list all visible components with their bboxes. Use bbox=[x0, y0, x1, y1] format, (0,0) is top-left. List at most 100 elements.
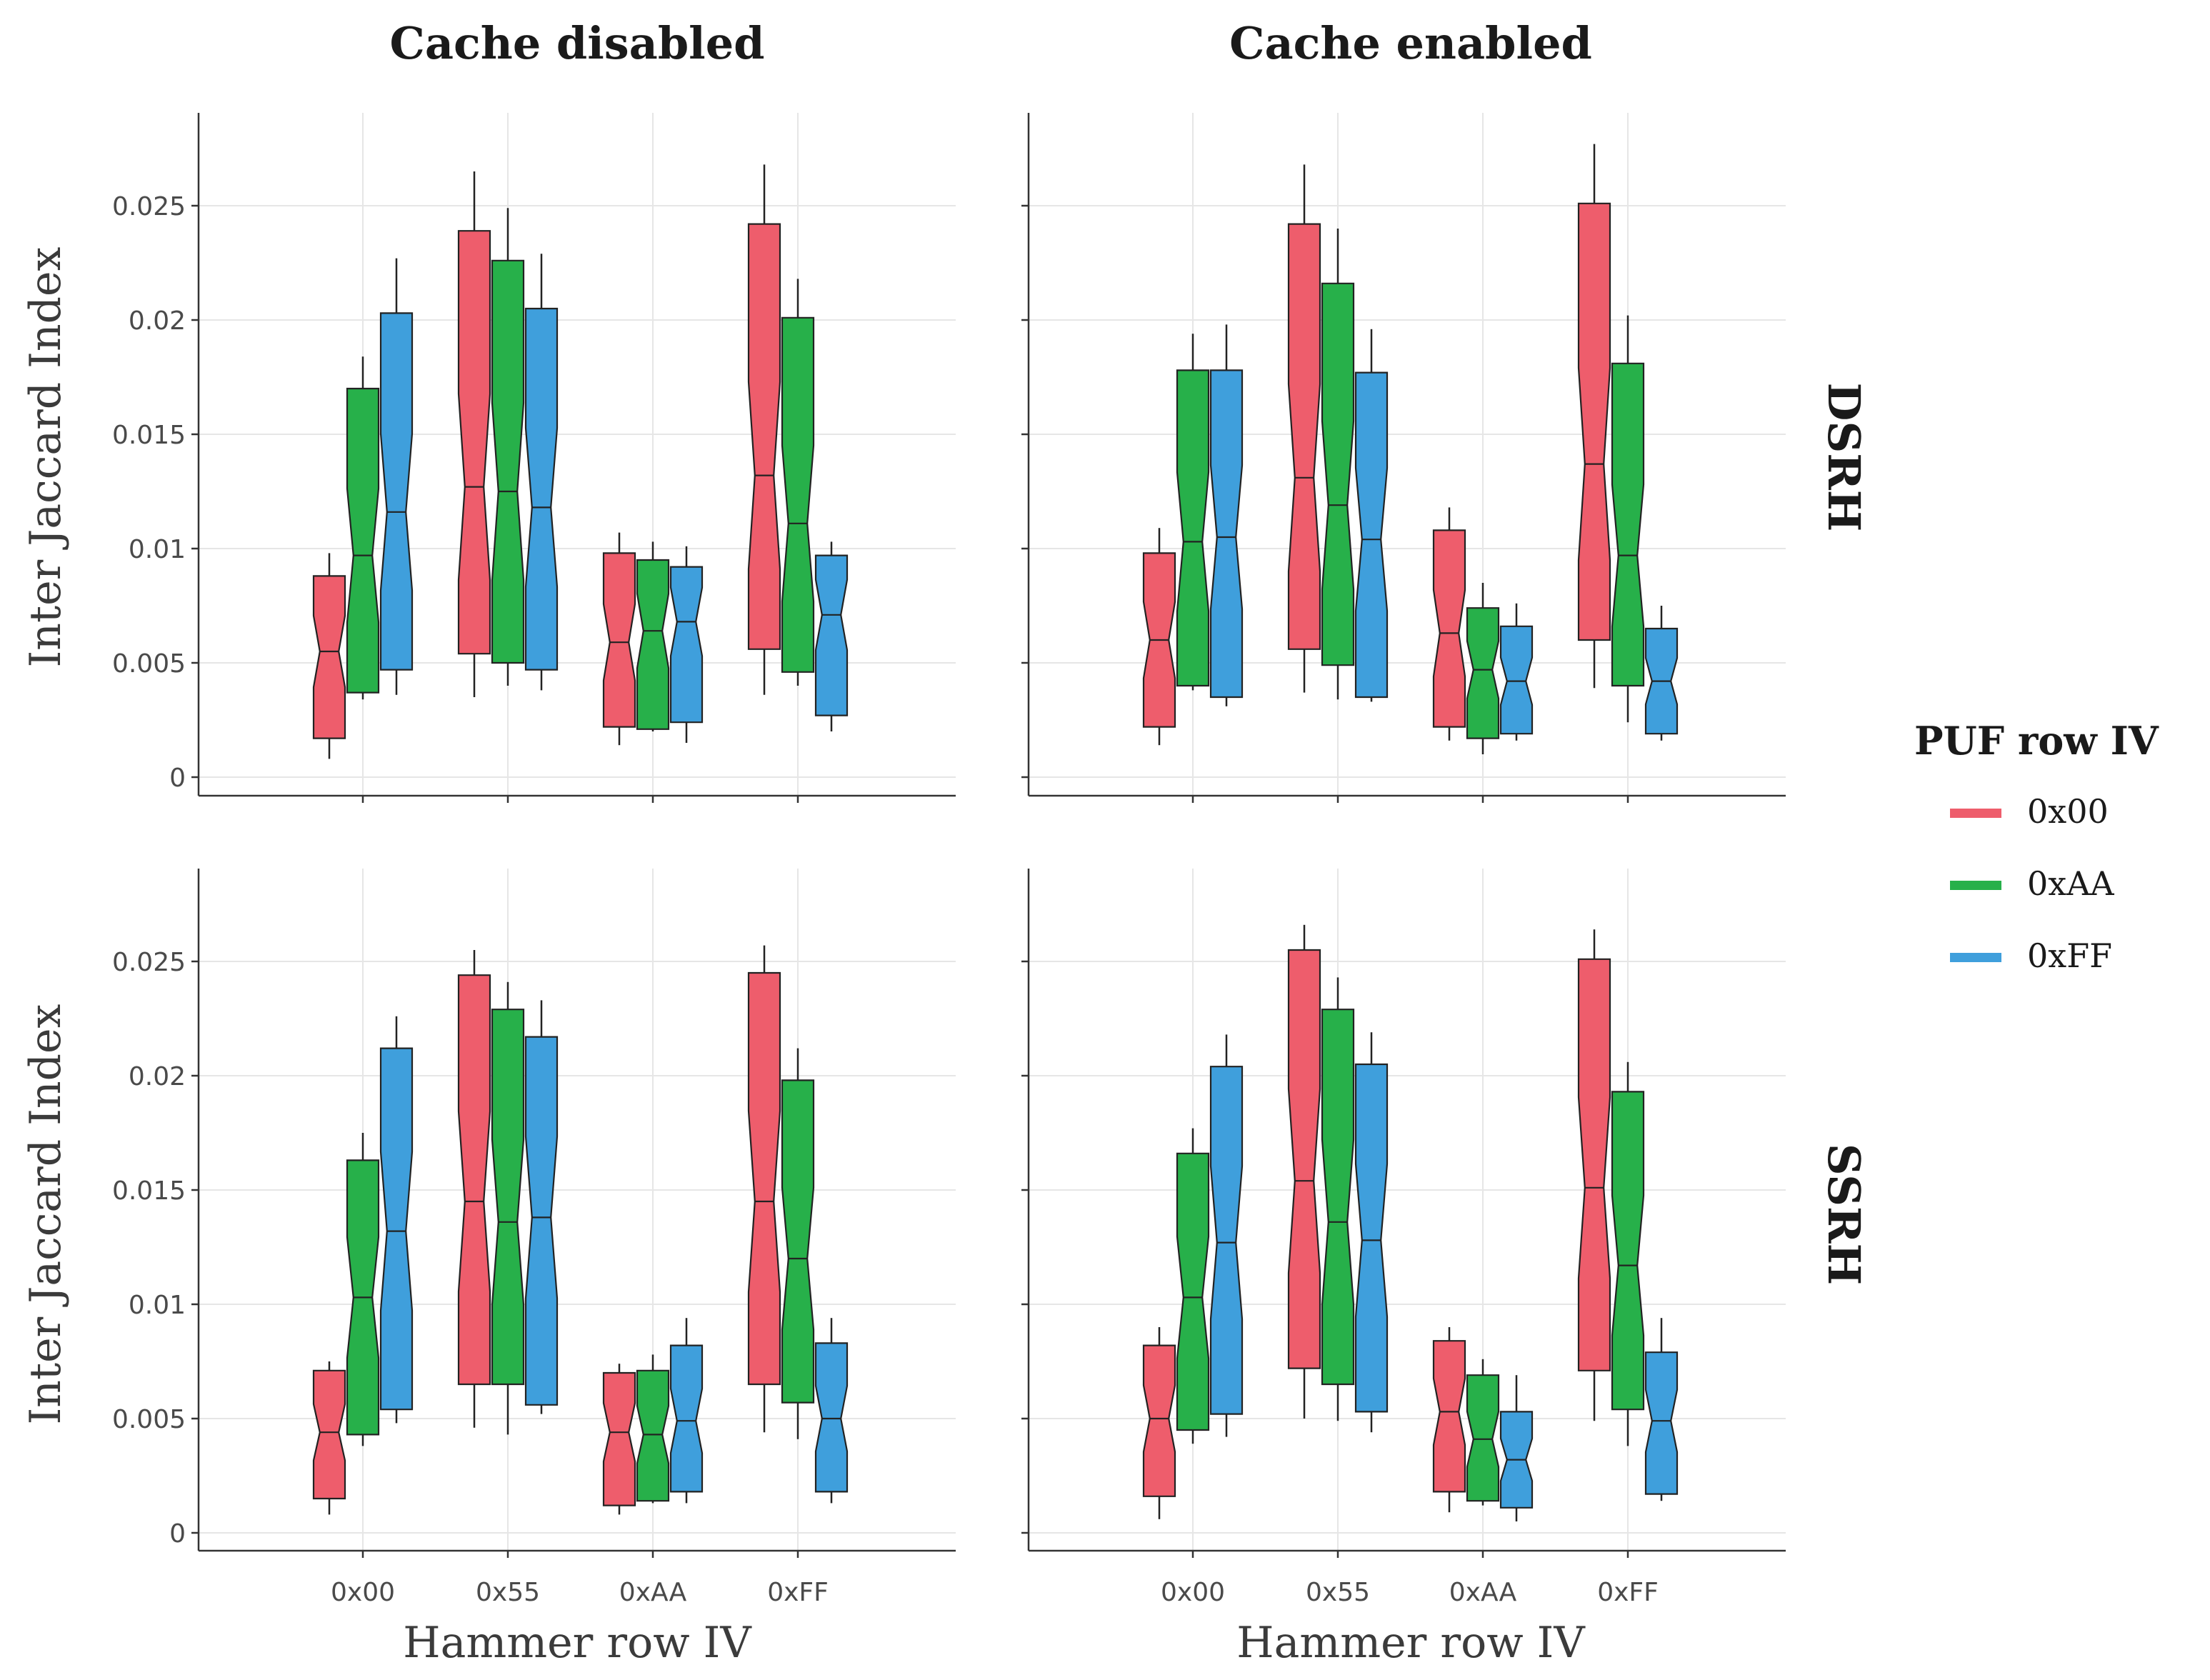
legend-title: PUF row IV bbox=[1914, 718, 2159, 764]
box-dsrh-cache-enabled-0x00-0xff bbox=[1209, 324, 1244, 706]
plot-panels: 00.0050.010.0150.020.02500.0050.010.0150… bbox=[112, 113, 1786, 1607]
box-body bbox=[1577, 202, 1611, 641]
panel-ssrh-cache-disabled: 0 0.005 0.01 0.015 0.02 0.025 0x00 0x55 0xAA 0xFF bbox=[112, 869, 956, 1607]
box-body bbox=[1466, 1374, 1500, 1502]
box-dsrh-cache-disabled-0xaa-0xaa bbox=[636, 541, 670, 731]
legend-key-0x00 bbox=[1950, 809, 2001, 818]
box-dsrh-cache-disabled-0x00-0xaa bbox=[346, 356, 380, 700]
box-body bbox=[781, 1079, 815, 1404]
box-body bbox=[669, 1344, 704, 1493]
box-body bbox=[457, 974, 491, 1386]
panel-dsrh-cache-disabled: 0 0.005 0.01 0.015 0.02 0.025 bbox=[112, 113, 956, 803]
box-ssrh-cache-disabled-0xaa-0xff bbox=[669, 1318, 704, 1504]
box-body bbox=[312, 575, 346, 739]
box-body bbox=[457, 230, 491, 655]
box-dsrh-cache-disabled-0xff-0xaa bbox=[781, 279, 815, 686]
box-body bbox=[1466, 607, 1500, 739]
box-body bbox=[636, 1369, 670, 1502]
box-ssrh-cache-enabled-0x55-0xff bbox=[1354, 1032, 1389, 1433]
box-body bbox=[1354, 371, 1389, 699]
box-ssrh-cache-enabled-0x55-0x00 bbox=[1287, 924, 1321, 1419]
box-dsrh-cache-disabled-0xaa-0xff bbox=[669, 546, 704, 743]
box-ssrh-cache-disabled-0xff-0x00 bbox=[747, 945, 781, 1433]
x-axis-title-left: Hammer row IV bbox=[403, 1618, 752, 1668]
box-dsrh-cache-enabled-0xaa-0xff bbox=[1499, 603, 1534, 741]
box-ssrh-cache-enabled-0x00-0xaa bbox=[1176, 1128, 1210, 1444]
box-ssrh-cache-enabled-0xff-0xff bbox=[1644, 1318, 1679, 1501]
legend: PUF row IV 0x00 0xAA 0xFF bbox=[1914, 718, 2159, 975]
box-body bbox=[1611, 362, 1645, 687]
box-body bbox=[1577, 958, 1611, 1371]
box-ssrh-cache-disabled-0x00-0xaa bbox=[346, 1133, 380, 1446]
box-body bbox=[312, 1369, 346, 1500]
box-body bbox=[1209, 1066, 1244, 1415]
x-tick-label: 0x55 bbox=[1306, 1578, 1370, 1607]
box-body bbox=[1644, 1351, 1679, 1495]
box-body bbox=[379, 1047, 414, 1411]
box-body bbox=[602, 1371, 636, 1506]
y-tick-label: 0.025 bbox=[112, 948, 186, 977]
y-axis-title-bottom: Inter Jaccard Index bbox=[21, 1004, 71, 1424]
box-body bbox=[1432, 1340, 1466, 1493]
x-axis-title-right: Hammer row IV bbox=[1236, 1618, 1586, 1668]
box-body bbox=[602, 552, 636, 728]
box-ssrh-cache-disabled-0x55-0xaa bbox=[491, 981, 525, 1435]
box-body bbox=[1354, 1063, 1389, 1413]
box-dsrh-cache-enabled-0x55-0x00 bbox=[1287, 164, 1321, 693]
x-tick-label: 0xAA bbox=[619, 1578, 687, 1607]
box-body bbox=[491, 259, 525, 664]
box-ssrh-cache-enabled-0x55-0xaa bbox=[1321, 977, 1355, 1421]
box-body bbox=[781, 316, 815, 673]
box-body bbox=[1142, 1344, 1176, 1497]
box-dsrh-cache-disabled-0x55-0xff bbox=[524, 254, 559, 691]
box-dsrh-cache-enabled-0x00-0x00 bbox=[1142, 528, 1176, 746]
y-tick-label: 0.005 bbox=[112, 1405, 186, 1434]
box-body bbox=[524, 1036, 559, 1406]
box-body bbox=[1499, 625, 1534, 735]
box-dsrh-cache-enabled-0xaa-0xaa bbox=[1466, 583, 1500, 754]
box-body bbox=[747, 971, 781, 1386]
box-ssrh-cache-disabled-0xff-0xaa bbox=[781, 1048, 815, 1439]
legend-label-0xFF: 0xFF bbox=[2027, 936, 2112, 975]
y-tick-label: 0.02 bbox=[129, 306, 186, 336]
box-body bbox=[1321, 1009, 1355, 1386]
y-tick-label: 0 bbox=[169, 764, 186, 793]
panel-dsrh-cache-enabled bbox=[1021, 113, 1786, 803]
x-tick-label: 0xFF bbox=[1597, 1578, 1659, 1607]
box-body bbox=[1611, 1091, 1645, 1411]
facet-title-cache-disabled: Cache disabled bbox=[389, 17, 764, 69]
box-ssrh-cache-enabled-0xaa-0x00 bbox=[1432, 1327, 1466, 1513]
panel-ssrh-cache-enabled: 0x00 0x55 0xAA 0xFF bbox=[1021, 869, 1786, 1607]
box-body bbox=[1209, 369, 1244, 699]
legend-key-0xAA bbox=[1950, 881, 2001, 890]
box-ssrh-cache-enabled-0x00-0x00 bbox=[1142, 1327, 1176, 1519]
box-body bbox=[1287, 223, 1321, 650]
box-body bbox=[524, 307, 559, 671]
box-body bbox=[491, 1009, 525, 1386]
box-ssrh-cache-enabled-0xff-0x00 bbox=[1577, 929, 1611, 1421]
x-tick-label: 0x00 bbox=[1161, 1578, 1225, 1607]
y-tick-label: 0.005 bbox=[112, 649, 186, 679]
x-tick-label: 0xAA bbox=[1449, 1578, 1517, 1607]
box-dsrh-cache-disabled-0xff-0xff bbox=[814, 541, 849, 731]
box-body bbox=[1321, 282, 1355, 666]
box-body bbox=[814, 554, 849, 716]
x-tick-label: 0x00 bbox=[331, 1578, 395, 1607]
box-dsrh-cache-enabled-0x00-0xaa bbox=[1176, 334, 1210, 691]
box-dsrh-cache-enabled-0x55-0xaa bbox=[1321, 229, 1355, 700]
box-body bbox=[1176, 1152, 1210, 1431]
box-body bbox=[814, 1342, 849, 1493]
box-ssrh-cache-disabled-0xff-0xff bbox=[814, 1318, 849, 1504]
y-tick-label: 0.02 bbox=[129, 1062, 186, 1091]
box-dsrh-cache-enabled-0xff-0xaa bbox=[1611, 315, 1645, 723]
box-body bbox=[1287, 949, 1321, 1369]
legend-key-0xFF bbox=[1950, 953, 2001, 962]
box-dsrh-cache-disabled-0x00-0xff bbox=[379, 258, 414, 695]
y-axis-title-top: Inter Jaccard Index bbox=[21, 246, 71, 667]
box-dsrh-cache-enabled-0xff-0x00 bbox=[1577, 144, 1611, 689]
y-tick-label: 0.015 bbox=[112, 1176, 186, 1206]
box-dsrh-cache-enabled-0x55-0xff bbox=[1354, 329, 1389, 702]
y-tick-label: 0.025 bbox=[112, 192, 186, 221]
box-dsrh-cache-disabled-0x55-0xaa bbox=[491, 208, 525, 686]
